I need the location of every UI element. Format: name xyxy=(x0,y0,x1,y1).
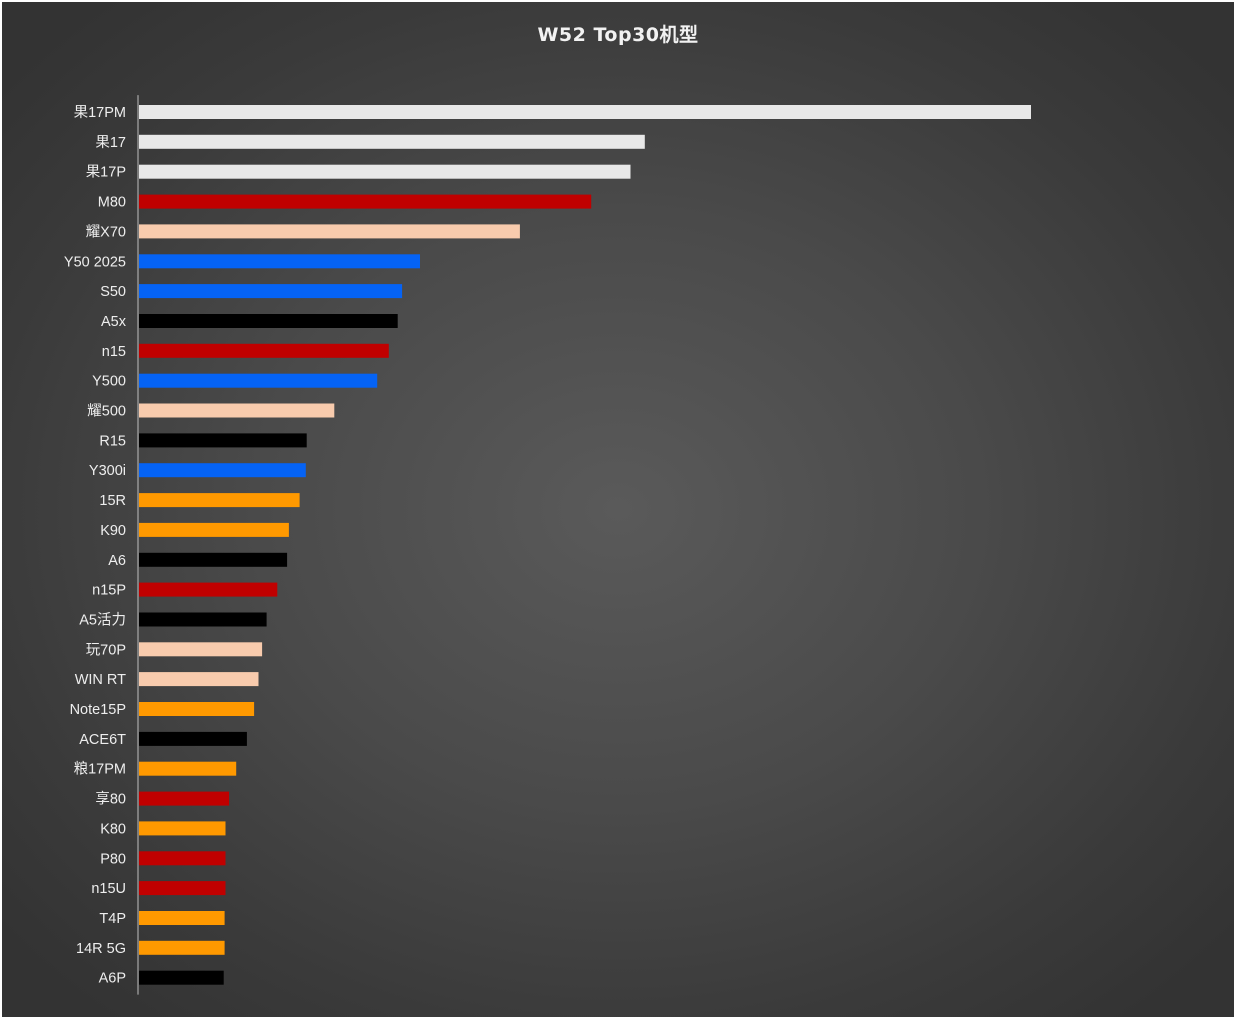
category-label: T4P xyxy=(99,911,126,927)
category-label: Y300i xyxy=(89,463,126,479)
bar xyxy=(139,552,288,567)
bar xyxy=(139,314,398,328)
category-label: Y50 2025 xyxy=(64,254,126,270)
category-label: A6 xyxy=(108,553,126,569)
bar xyxy=(139,911,225,925)
bar xyxy=(139,493,300,508)
bar xyxy=(139,851,226,866)
bar xyxy=(139,731,247,746)
category-label: Note15P xyxy=(70,702,126,718)
category-label: P80 xyxy=(100,851,126,867)
category-label: 14R 5G xyxy=(76,941,126,957)
bar xyxy=(139,373,378,388)
category-label: n15 xyxy=(102,344,126,360)
bar xyxy=(139,940,225,955)
category-label: A6P xyxy=(99,971,126,987)
category-label: 果17PM xyxy=(74,105,126,121)
category-label: 耀500 xyxy=(87,403,126,420)
bar xyxy=(139,284,403,299)
chart-title: W52 Top30机型 xyxy=(537,24,699,46)
bar xyxy=(139,194,592,209)
bar xyxy=(139,702,255,716)
category-label: A5x xyxy=(101,314,127,330)
category-label: n15P xyxy=(92,583,126,599)
category-label: ACE6T xyxy=(79,732,126,748)
category-label: 粮17PM xyxy=(74,761,126,778)
bar xyxy=(139,105,1031,119)
category-label: K90 xyxy=(100,523,126,539)
bar xyxy=(139,522,289,537)
category-label: 果17P xyxy=(86,165,126,181)
bar xyxy=(139,761,237,776)
category-label: K80 xyxy=(100,821,126,837)
bar xyxy=(139,224,520,239)
category-label: M80 xyxy=(98,195,126,211)
category-label: 耀X70 xyxy=(86,223,126,240)
bar xyxy=(139,403,335,418)
category-label: 果17 xyxy=(95,135,126,151)
bar xyxy=(139,612,267,627)
bar xyxy=(139,463,306,478)
bar xyxy=(139,642,263,657)
bar xyxy=(139,582,278,597)
bar xyxy=(139,343,389,358)
bar xyxy=(139,821,226,836)
category-label: 享80 xyxy=(95,791,126,808)
bar xyxy=(139,672,259,687)
category-label: 玩70P xyxy=(86,642,126,658)
category-label: S50 xyxy=(100,284,126,300)
bar xyxy=(139,433,307,448)
bar xyxy=(139,254,420,269)
category-label: n15U xyxy=(91,881,126,897)
category-label: R15 xyxy=(99,433,126,449)
bar xyxy=(139,134,645,149)
category-label: A5活力 xyxy=(79,612,126,629)
bar xyxy=(139,164,631,179)
category-label: 15R xyxy=(99,493,126,509)
bar xyxy=(139,791,230,806)
category-label: Y500 xyxy=(92,374,126,390)
bar xyxy=(139,881,226,896)
bar xyxy=(139,970,224,985)
category-label: WIN RT xyxy=(75,672,126,688)
